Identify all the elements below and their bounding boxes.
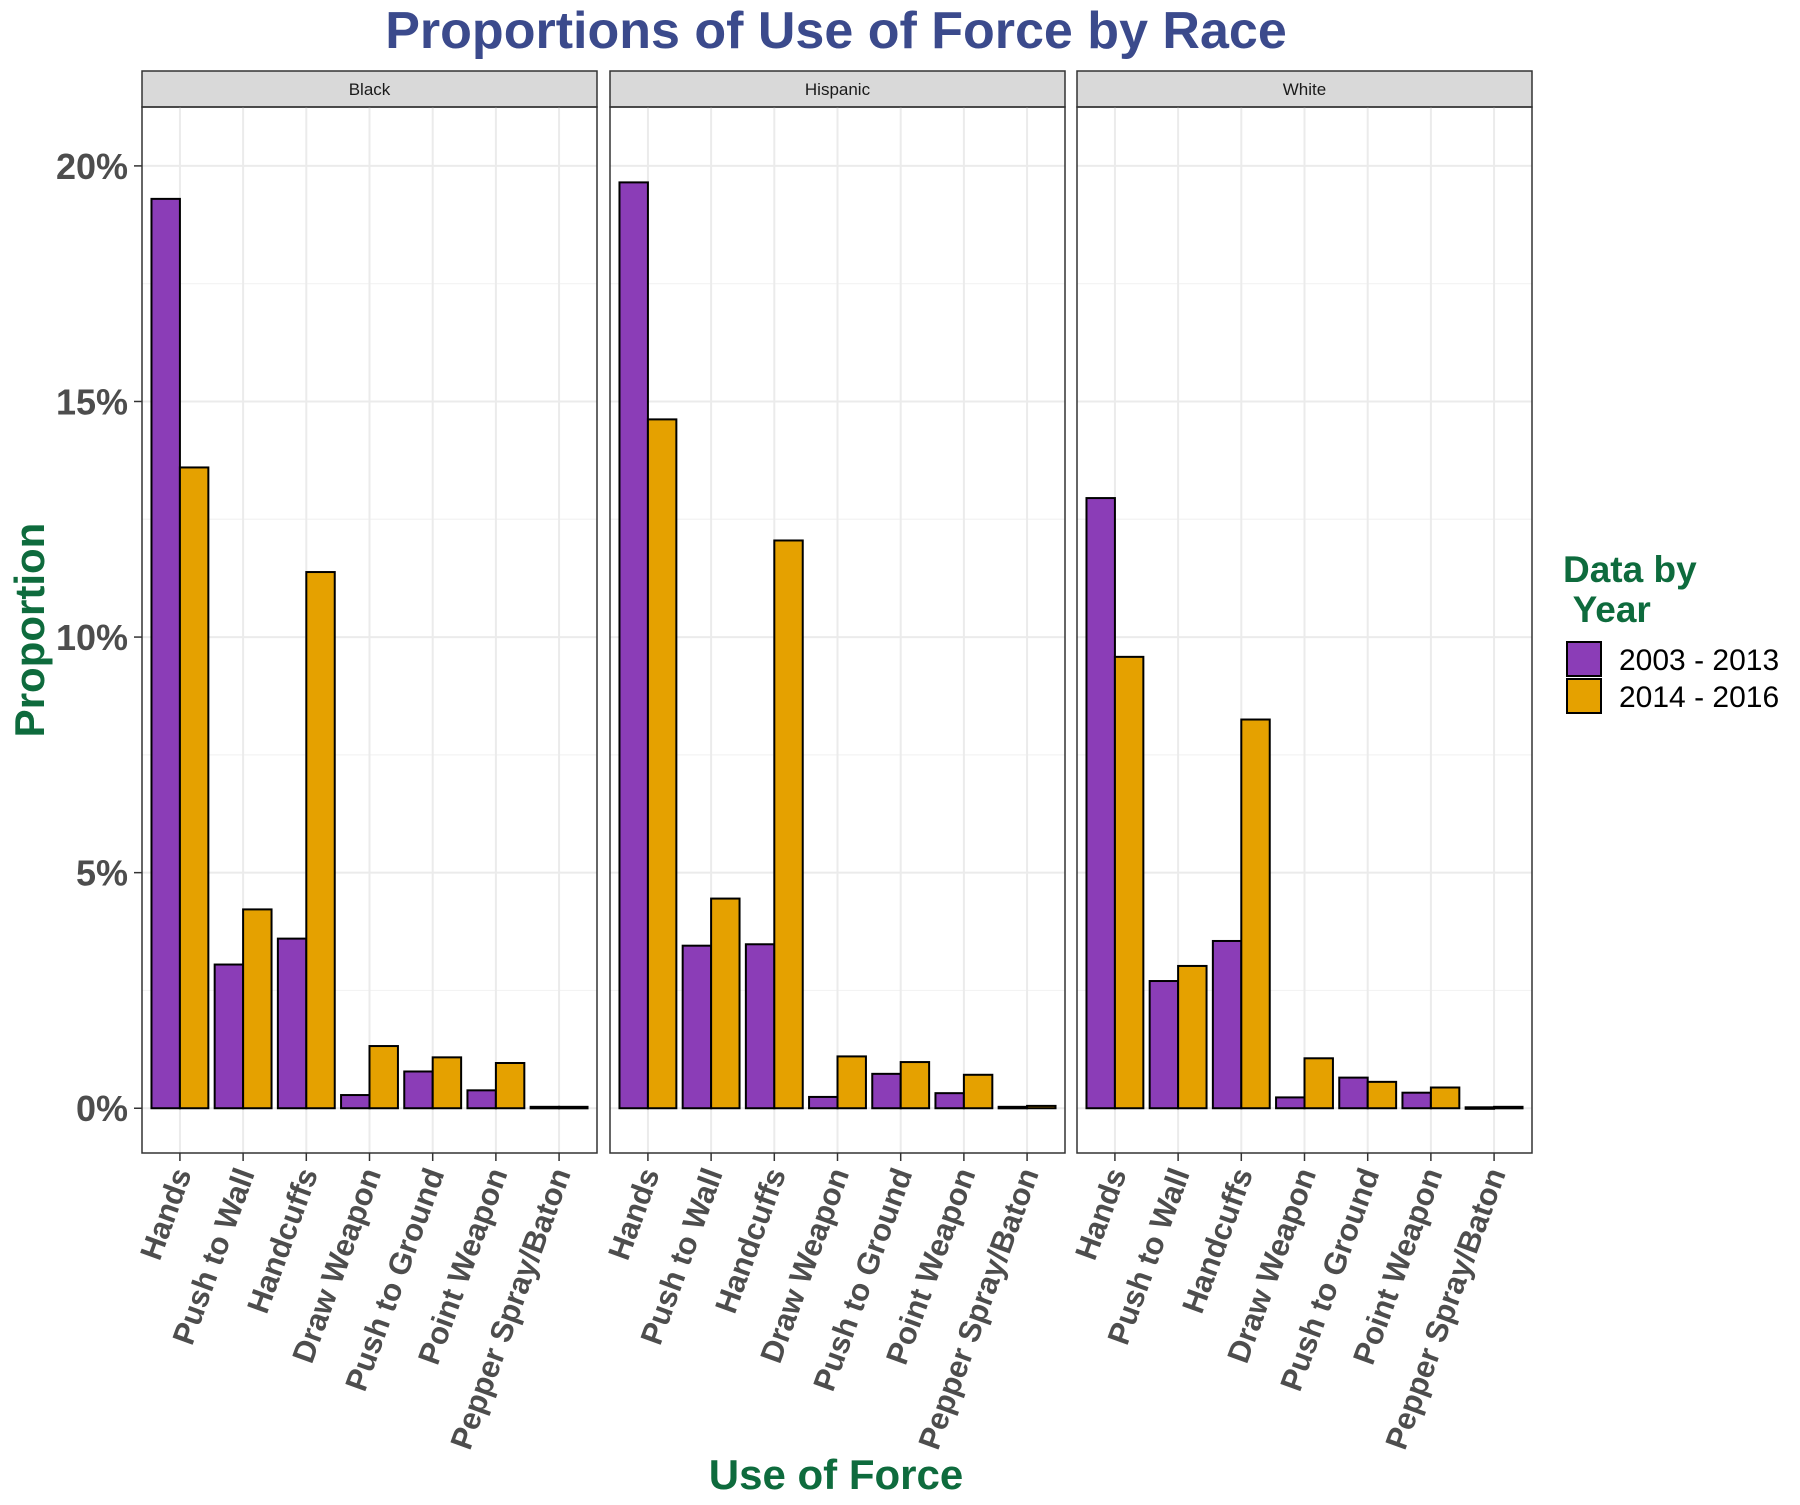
bar-black-draw-weapon-s2 (368, 1045, 399, 1110)
bar-white-draw-weapon-s1 (1275, 1096, 1306, 1110)
bar-hispanic-hands-s1 (618, 181, 649, 1110)
bar-black-point-weapon-s2 (494, 1062, 526, 1110)
bar-black-draw-weapon-s1 (340, 1094, 371, 1110)
facet-strip-label: Black (349, 80, 391, 99)
bar-hispanic-push-to-wall-s1 (681, 944, 713, 1110)
bar-black-push-to-wall-s2 (242, 908, 273, 1110)
bar-hispanic-draw-weapon-s1 (808, 1095, 839, 1110)
bar-white-handcuffs-s2 (1240, 718, 1271, 1110)
bar-white-point-weapon-s1 (1401, 1091, 1432, 1110)
bar-hispanic-handcuffs-s1 (744, 943, 776, 1110)
y-axis: 0% 5% 10% 15% 20% (56, 146, 142, 1129)
x-axis-title: Use of Force (709, 1451, 963, 1498)
bar-hispanic-hands-s2 (646, 418, 678, 1110)
bar-hispanic-push-to-ground-s1 (871, 1072, 902, 1110)
legend-title-line-1: Data by (1563, 549, 1697, 590)
bar-white-push-to-ground-s2 (1366, 1080, 1398, 1110)
bar-hispanic-push-to-ground-s2 (899, 1061, 931, 1110)
y-tick-label: 15% (56, 381, 128, 422)
y-tick-label: 20% (56, 146, 128, 187)
y-tick-label: 10% (56, 617, 128, 658)
bar-white-push-to-wall-s2 (1177, 964, 1208, 1110)
facet-strip (1076, 70, 1533, 108)
bar-hispanic-pepper-spray-baton-s1 (997, 1105, 1029, 1110)
bar-black-push-to-ground-s2 (431, 1056, 463, 1110)
bar-black-hands-s1 (150, 197, 181, 1110)
bar-black-pepper-spray-baton-s2 (558, 1105, 589, 1110)
y-axis-title: Proportion (6, 523, 53, 738)
bar-white-pepper-spray-baton-s1 (1464, 1106, 1496, 1110)
bar-hispanic-point-weapon-s1 (934, 1092, 965, 1110)
bar-black-handcuffs-s1 (276, 937, 308, 1110)
bar-white-hands-s2 (1113, 655, 1145, 1110)
facet-strip (609, 70, 1066, 108)
legend-label-1: 2003 - 2013 (1619, 644, 1779, 677)
bar-black-hands-s2 (178, 466, 210, 1110)
bar-black-push-to-wall-s1 (213, 963, 245, 1110)
y-tick-label: 0% (76, 1088, 128, 1129)
bar-hispanic-point-weapon-s2 (962, 1073, 994, 1110)
bar-black-point-weapon-s1 (466, 1089, 497, 1110)
bar-black-push-to-ground-s1 (403, 1070, 434, 1110)
bar-white-hands-s1 (1085, 497, 1116, 1110)
legend-label-2: 2014 - 2016 (1619, 681, 1779, 714)
facet-strip-label: White (1283, 80, 1326, 99)
bar-black-pepper-spray-baton-s1 (529, 1105, 561, 1110)
facet-strip (141, 70, 598, 108)
bar-hispanic-draw-weapon-s2 (836, 1055, 867, 1110)
chart-title: Proportions of Use of Force by Race (385, 2, 1287, 60)
legend-key-1 (1566, 641, 1602, 677)
bar-white-handcuffs-s1 (1211, 939, 1243, 1110)
bar-white-draw-weapon-s2 (1303, 1057, 1334, 1110)
bar-hispanic-handcuffs-s2 (773, 539, 804, 1110)
bar-black-handcuffs-s2 (305, 571, 336, 1110)
bar-white-pepper-spray-baton-s2 (1493, 1105, 1524, 1110)
bar-white-point-weapon-s2 (1429, 1086, 1461, 1110)
y-tick-label: 5% (76, 853, 128, 894)
legend-key-2 (1566, 678, 1602, 714)
legend-title-line-2: Year (1563, 589, 1651, 630)
bar-white-push-to-ground-s1 (1338, 1076, 1369, 1110)
bar-hispanic-pepper-spray-baton-s2 (1026, 1104, 1057, 1110)
facet-strip-label: Hispanic (805, 80, 871, 99)
legend: Data by Year 2003 - 2013 2014 - 2016 (1563, 549, 1779, 714)
bar-hispanic-push-to-wall-s2 (710, 897, 741, 1110)
bar-white-push-to-wall-s1 (1148, 980, 1180, 1110)
